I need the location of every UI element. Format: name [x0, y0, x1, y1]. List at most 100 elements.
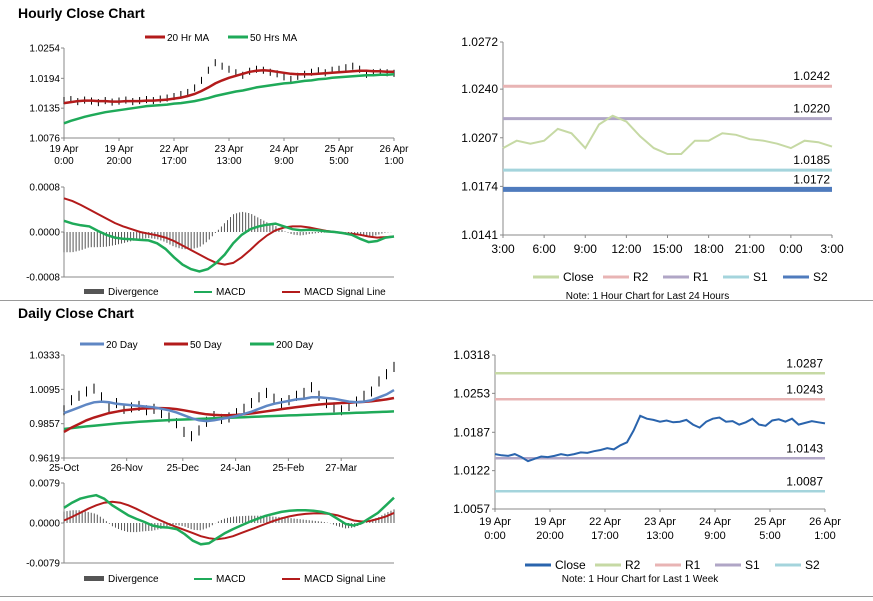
level-label-s1: 1.0185 [793, 153, 830, 167]
y-tick-label: 0.9857 [29, 419, 60, 430]
legend-label: S2 [805, 558, 820, 572]
legend-swatch-divergence [84, 289, 104, 294]
x-tick-label: 5:00 [329, 156, 349, 167]
x-tick-label: 19 Apr [534, 516, 566, 528]
legend-label: MACD Signal Line [304, 574, 386, 585]
y-tick-label: 1.0135 [29, 104, 60, 115]
x-tick-label: 1:00 [384, 156, 404, 167]
y-tick-label: 1.0174 [461, 179, 498, 193]
y-tick-label: 1.0076 [29, 134, 60, 145]
legend-label: 200 Day [276, 340, 313, 351]
ma50-line [63, 396, 395, 433]
x-tick-label: 17:00 [161, 156, 186, 167]
x-tick-label: 15:00 [652, 242, 682, 256]
y-tick-label: 0.0000 [29, 519, 60, 530]
level-label-s1: 1.0143 [786, 441, 823, 455]
x-tick-label: 19 Apr [479, 516, 511, 528]
y-tick-label: 0.0079 [29, 479, 60, 490]
y-tick-label: 0.9619 [29, 454, 60, 465]
level-label-r2: 1.0287 [786, 356, 823, 370]
y-tick-label: 1.0187 [453, 425, 490, 439]
legend-label: S2 [813, 270, 828, 284]
legend-label: 20 Hr MA [167, 33, 210, 44]
x-tick-label: 27-Mar [325, 463, 357, 474]
ma20-line [63, 389, 395, 423]
legend-label: MACD [216, 574, 245, 585]
legend-label: MACD [216, 287, 245, 298]
x-tick-label: 25-Dec [167, 463, 199, 474]
y-tick-label: 1.0333 [29, 351, 60, 362]
y-tick-label: 0.0008 [29, 183, 60, 194]
y-tick-label: 1.0253 [453, 386, 490, 400]
x-tick-label: 22 Apr [589, 516, 621, 528]
chart-note: Note: 1 Hour Chart for Last 24 Hours [566, 291, 729, 302]
x-tick-label: 1:00 [814, 530, 835, 542]
legend-label: R1 [693, 270, 709, 284]
x-tick-label: 20:00 [536, 530, 564, 542]
x-tick-label: 3:00 [820, 242, 844, 256]
legend-label: R2 [633, 270, 649, 284]
close-line [494, 414, 826, 463]
y-tick-label: 1.0194 [29, 74, 60, 85]
legend-label: S1 [753, 270, 768, 284]
x-tick-label: 26-Nov [111, 463, 143, 474]
y-tick-label: -0.0079 [26, 559, 60, 570]
macd-signal-line [63, 500, 395, 541]
x-tick-label: 13:00 [646, 530, 674, 542]
y-tick-label: 1.0122 [453, 464, 490, 478]
x-tick-label: 9:00 [274, 156, 294, 167]
legend-label: R1 [685, 558, 701, 572]
ma50-line [63, 73, 395, 125]
x-tick-label: 18:00 [694, 242, 724, 256]
x-tick-label: 9:00 [704, 530, 725, 542]
y-tick-label: 1.0272 [461, 35, 498, 49]
x-tick-label: 6:00 [532, 242, 556, 256]
x-tick-label: 25-Feb [273, 463, 305, 474]
x-tick-label: 26 Apr [380, 144, 410, 155]
level-label-r2: 1.0242 [793, 69, 830, 83]
y-tick-label: 1.0254 [29, 44, 60, 55]
x-tick-label: 0:00 [54, 156, 74, 167]
x-tick-label: 22 Apr [160, 144, 190, 155]
x-tick-label: 0:00 [484, 530, 505, 542]
x-tick-label: 24-Jan [220, 463, 251, 474]
x-tick-label: 21:00 [735, 242, 765, 256]
x-tick-label: 13:00 [216, 156, 241, 167]
y-tick-label: 1.0318 [453, 348, 490, 362]
x-tick-label: 24 Apr [699, 516, 731, 528]
legend-label: MACD Signal Line [304, 287, 386, 298]
y-tick-label: 1.0095 [29, 385, 60, 396]
x-tick-label: 24 Apr [270, 144, 300, 155]
level-label-r1: 1.0243 [786, 382, 823, 396]
x-tick-label: 19 Apr [50, 144, 80, 155]
legend-label: 50 Day [190, 340, 222, 351]
x-tick-label: 5:00 [759, 530, 780, 542]
x-tick-label: 25 Apr [754, 516, 786, 528]
macd-line [63, 219, 395, 273]
level-label-s2: 1.0087 [786, 474, 823, 488]
level-label-r1: 1.0220 [793, 102, 830, 116]
x-tick-label: 12:00 [611, 242, 641, 256]
level-label-s2: 1.0172 [793, 172, 830, 186]
y-tick-label: -0.0008 [26, 273, 60, 284]
daily-section-title: Daily Close Chart [18, 305, 134, 321]
legend-label: 20 Day [106, 340, 138, 351]
x-tick-label: 20:00 [106, 156, 131, 167]
legend-label: Close [555, 558, 586, 572]
ma20-line [63, 68, 394, 105]
bottom-divider [0, 596, 873, 597]
x-tick-label: 25-Oct [49, 463, 79, 474]
y-tick-label: 1.0141 [461, 228, 498, 242]
chart-note: Note: 1 Hour Chart for Last 1 Week [562, 574, 720, 585]
legend-label: S1 [745, 558, 760, 572]
legend-label: Divergence [108, 287, 159, 298]
x-tick-label: 17:00 [591, 530, 619, 542]
x-tick-label: 0:00 [779, 242, 803, 256]
legend-label: Divergence [108, 574, 159, 585]
section-divider [0, 300, 873, 301]
close-line [502, 114, 833, 155]
